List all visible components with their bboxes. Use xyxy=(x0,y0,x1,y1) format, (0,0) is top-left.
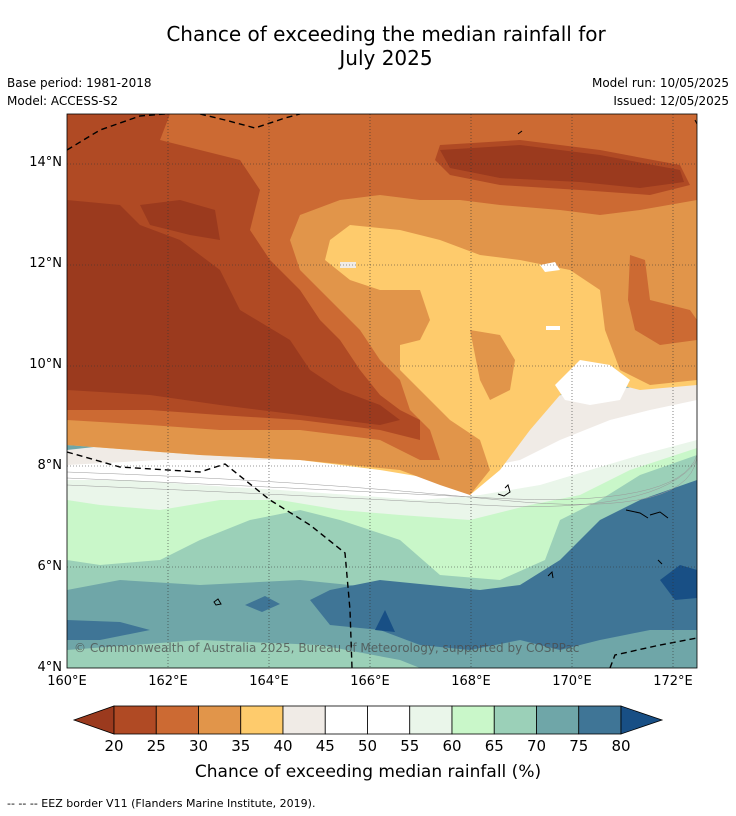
colorbar-tick-label: 40 xyxy=(273,737,293,755)
lat-label-12n: 12°N xyxy=(29,256,62,271)
colorbar-cells xyxy=(72,705,664,735)
eez-footnote: -- -- -- EEZ border V11 (Flanders Marine… xyxy=(7,797,316,810)
model-run: Model run: 10/05/2025 xyxy=(591,76,729,90)
map-title: Chance of exceeding the median rainfall … xyxy=(0,22,736,70)
colorbar-tick-label: 65 xyxy=(484,737,504,755)
colorbar-tick-label: 20 xyxy=(104,737,124,755)
lon-label-162e: 162°E xyxy=(148,674,188,689)
colorbar-tick-label: 60 xyxy=(442,737,462,755)
colorbar-tick-label: 70 xyxy=(526,737,547,755)
contour-small-patch-1 xyxy=(540,262,560,272)
contour-65-70-south xyxy=(67,640,420,668)
colorbar-cell xyxy=(367,705,411,735)
colorbar-tick-label: 25 xyxy=(146,737,166,755)
lat-label-6n: 6°N xyxy=(37,559,63,574)
contour-below-20-north xyxy=(440,145,684,188)
contour-small-patch-2 xyxy=(340,262,356,268)
colorbar-arrow-low xyxy=(72,705,115,735)
lat-label-10n: 10°N xyxy=(29,357,62,372)
colorbar-tick-label: 30 xyxy=(188,737,209,755)
contour-below-20 xyxy=(67,200,400,425)
issued-date: Issued: 12/05/2025 xyxy=(613,94,729,108)
contour-75-80 xyxy=(310,480,697,650)
colorbar-cell xyxy=(409,705,453,735)
copyright-credit: © Commonwealth of Australia 2025, Bureau… xyxy=(74,641,580,655)
colorbar-tick-label: 50 xyxy=(357,737,378,755)
colorbar-cell xyxy=(578,705,622,735)
colorbar-title: Chance of exceeding median rainfall (%) xyxy=(194,762,542,782)
contour-small-patch-3 xyxy=(546,326,560,330)
colorbar-cell xyxy=(198,705,242,735)
title-line-2: July 2025 xyxy=(339,46,433,70)
lon-label-166e: 166°E xyxy=(350,674,390,689)
map-gridlines xyxy=(67,114,697,668)
lon-label-168e: 168°E xyxy=(451,674,491,689)
lat-label-4n: 4°N xyxy=(37,660,63,675)
colorbar-tick-label: 80 xyxy=(611,737,631,755)
contour-80-plus xyxy=(660,565,697,600)
island-outlines xyxy=(213,119,697,606)
metadata-right: Model run: 10/05/2025 Issued: 12/05/2025 xyxy=(592,74,729,110)
metadata-left: Base period: 1981-2018 Model: ACCESS-S2 xyxy=(7,74,152,110)
model-name: Model: ACCESS-S2 xyxy=(7,94,119,108)
colorbar-cell xyxy=(493,705,537,735)
colorbar-cell xyxy=(536,705,580,735)
title-line-1: Chance of exceeding the median rainfall … xyxy=(166,22,606,46)
contour-75-80-west xyxy=(67,620,150,640)
lat-label-14n: 14°N xyxy=(29,155,62,170)
colorbar-tick-label: 55 xyxy=(400,737,420,755)
base-period: Base period: 1981-2018 xyxy=(7,76,152,90)
colorbar-arrow-high xyxy=(620,705,664,735)
colorbar-cell xyxy=(155,705,199,735)
contour-30-35-central xyxy=(470,330,515,400)
colorbar-cell xyxy=(240,705,284,735)
colorbar-cell xyxy=(451,705,495,735)
colorbar-cell xyxy=(324,705,368,735)
lon-label-170e: 170°E xyxy=(552,674,592,689)
lat-label-8n: 8°N xyxy=(37,458,63,473)
contour-below-20-nw xyxy=(140,200,220,240)
map-frame xyxy=(66,113,698,669)
colorbar-tick-label: 35 xyxy=(231,737,251,755)
eez-border xyxy=(67,114,697,668)
colorbar-tick-label: 45 xyxy=(315,737,335,755)
contour-80-plus-small xyxy=(375,610,395,632)
contour-75-80-small xyxy=(245,596,280,612)
lon-label-160e: 160°E xyxy=(47,674,87,689)
contour-25-30-east xyxy=(628,255,697,345)
colorbar-cell xyxy=(282,705,326,735)
contour-45-55-patch xyxy=(555,360,630,405)
lon-label-164e: 164°E xyxy=(249,674,289,689)
lon-label-172e: 172°E xyxy=(653,674,693,689)
map-contours xyxy=(67,114,697,668)
colorbar-tick-label: 75 xyxy=(569,737,589,755)
colorbar-cell xyxy=(113,705,157,735)
contour-lines xyxy=(67,450,697,507)
